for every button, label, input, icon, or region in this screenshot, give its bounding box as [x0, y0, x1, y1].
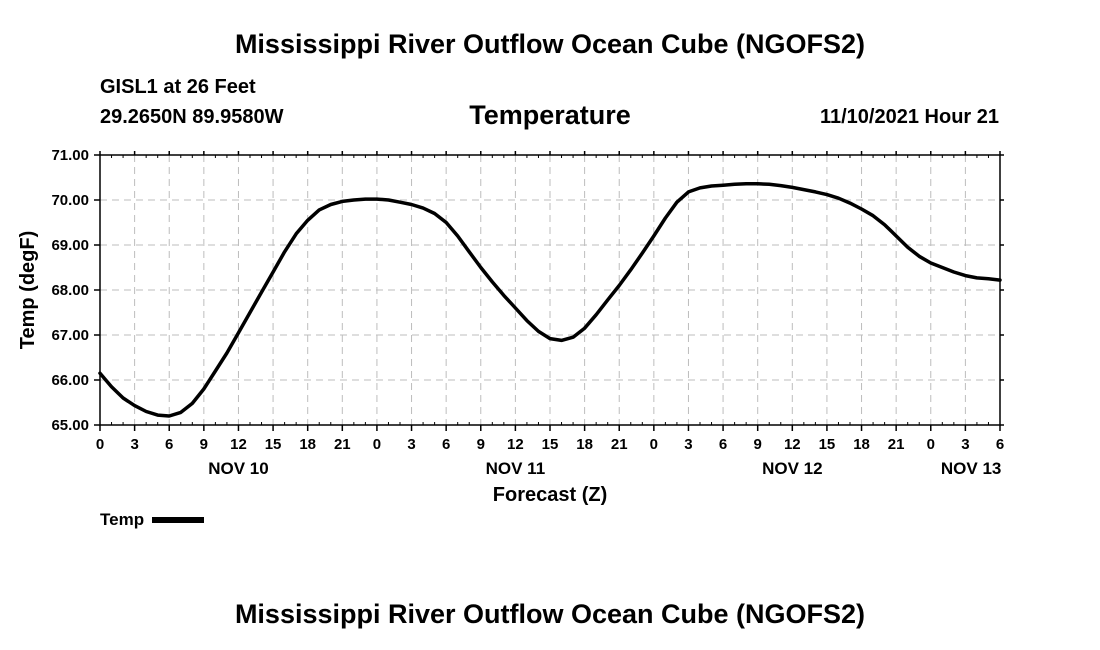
x-tick-label: 6	[165, 436, 173, 453]
x-tick-label: 18	[576, 436, 593, 453]
station-coordinates: 29.2650N 89.9580W	[100, 106, 284, 128]
day-label: NOV 11	[486, 459, 546, 478]
chart-subtitle: Temperature	[469, 100, 631, 130]
x-tick-label: 6	[442, 436, 450, 453]
grid	[100, 155, 1000, 425]
x-tick-label: 15	[265, 436, 282, 453]
x-tick-label: 0	[96, 436, 104, 453]
series-layer	[98, 182, 1002, 418]
x-tick-label: 3	[130, 436, 138, 453]
x-tick-label: 21	[334, 436, 351, 453]
y-tick-label: 69.00	[51, 237, 89, 254]
x-tick-label: 15	[819, 436, 836, 453]
y-tick-label: 68.00	[51, 282, 89, 299]
x-tick-label: 0	[650, 436, 658, 453]
x-tick-label: 21	[611, 436, 628, 453]
footer-title: Mississippi River Outflow Ocean Cube (NG…	[234, 599, 866, 629]
y-tick-label: 67.00	[51, 327, 89, 344]
axis-ticks: 0 3 6 9 12 15 18 21 0 3 6 9 12 15 18 21 0 3 6 9 12 15 18 21 0 3 66…	[51, 147, 1004, 478]
chart-title: Mississippi River Outflow Ocean Cube (NG…	[234, 29, 866, 59]
legend-label-temp: Temp	[100, 510, 145, 529]
y-tick-label: 71.00	[51, 147, 89, 164]
day-label: NOV 10	[208, 459, 268, 478]
y-tick-label: 70.00	[51, 192, 89, 209]
station-label: GISL1 at 26 Feet	[100, 76, 256, 98]
legend-swatch-temp	[152, 517, 205, 523]
x-tick-label: 9	[200, 436, 208, 453]
x-tick-label: 18	[299, 436, 316, 453]
x-tick-label: 0	[927, 436, 935, 453]
series-line-temp	[98, 182, 1002, 418]
y-tick-label: 65.00	[51, 417, 89, 434]
day-label: NOV 13	[941, 459, 1001, 478]
x-tick-label: 12	[784, 436, 801, 453]
model-run-time: 11/10/2021 Hour 21	[819, 106, 999, 128]
x-tick-label: 6	[996, 436, 1004, 453]
x-tick-label: 12	[230, 436, 247, 453]
y-tick-label: 66.00	[51, 372, 89, 389]
x-axis-label: Forecast (Z)	[493, 484, 607, 506]
x-tick-label: 12	[507, 436, 524, 453]
x-tick-label: 6	[719, 436, 727, 453]
x-tick-label: 15	[542, 436, 559, 453]
x-tick-label: 0	[373, 436, 381, 453]
x-tick-label: 3	[684, 436, 692, 453]
x-tick-label: 21	[888, 436, 905, 453]
x-tick-label: 9	[754, 436, 762, 453]
x-tick-label: 9	[477, 436, 485, 453]
y-axis-label: Temp (degF)	[17, 231, 39, 350]
legend: Temp	[100, 510, 205, 530]
x-tick-label: 3	[961, 436, 969, 453]
x-tick-label: 18	[853, 436, 870, 453]
day-label: NOV 12	[762, 459, 822, 478]
x-tick-label: 3	[407, 436, 415, 453]
